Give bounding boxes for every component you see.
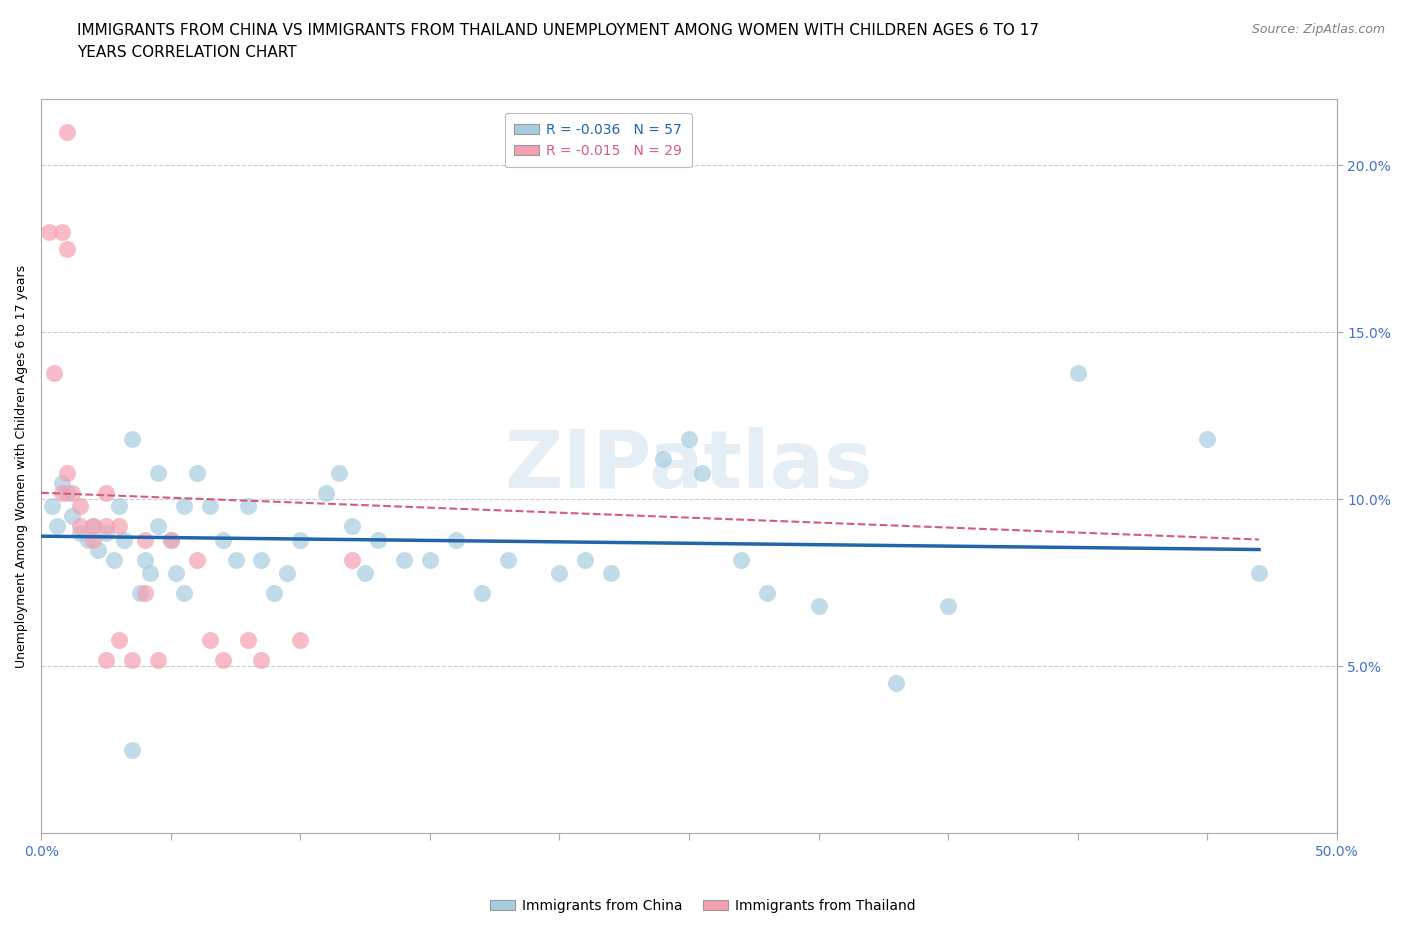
Point (1066, 365, 1088, 380)
Point (211, 532, 233, 547)
Point (103, 552, 125, 567)
Point (690, 465, 713, 480)
Point (139, 565, 162, 580)
Point (290, 632, 312, 647)
Point (108, 498, 131, 513)
Point (69, 498, 91, 513)
Text: Source: ZipAtlas.com: Source: ZipAtlas.com (1251, 23, 1385, 36)
Point (340, 552, 363, 567)
Point (315, 485, 337, 500)
Point (238, 498, 260, 513)
Point (121, 652, 143, 667)
Point (94, 525, 117, 540)
Point (45, 519, 67, 534)
Point (44, 365, 66, 380)
Point (159, 532, 181, 547)
Point (134, 552, 156, 567)
Point (121, 432, 143, 446)
Point (38, 225, 60, 240)
Point (548, 565, 571, 580)
Point (250, 552, 273, 567)
Point (146, 465, 169, 480)
Point (121, 742, 143, 757)
Point (496, 552, 519, 567)
Point (444, 532, 467, 547)
Point (51, 225, 73, 240)
Point (1197, 432, 1219, 446)
Point (238, 632, 260, 647)
Point (76, 532, 98, 547)
Point (471, 586, 494, 601)
Point (112, 532, 135, 547)
Point (198, 498, 221, 513)
Text: ZIPatlas: ZIPatlas (505, 427, 873, 505)
Point (574, 552, 596, 567)
Point (755, 586, 778, 601)
Point (1247, 565, 1270, 580)
Point (69, 519, 91, 534)
Point (159, 532, 181, 547)
Point (165, 565, 187, 580)
Point (186, 465, 208, 480)
Point (392, 552, 415, 567)
Point (600, 565, 623, 580)
Point (146, 519, 169, 534)
Legend: R = -0.036   N = 57, R = -0.015   N = 29: R = -0.036 N = 57, R = -0.015 N = 29 (505, 113, 692, 167)
Point (276, 565, 298, 580)
Point (60, 485, 83, 500)
Point (56, 242, 79, 257)
Point (87, 542, 110, 557)
Point (82, 532, 104, 547)
Point (225, 552, 247, 567)
Point (730, 552, 752, 567)
Point (340, 519, 363, 534)
Point (173, 498, 195, 513)
Point (108, 632, 131, 647)
Point (652, 452, 675, 467)
Point (41, 498, 63, 513)
Point (419, 552, 441, 567)
Point (51, 475, 73, 490)
Point (134, 586, 156, 601)
Point (51, 485, 73, 500)
Point (173, 586, 195, 601)
Point (69, 525, 91, 540)
Point (884, 676, 907, 691)
Point (60, 509, 83, 524)
Point (211, 652, 233, 667)
Point (56, 465, 79, 480)
Point (250, 652, 273, 667)
Point (198, 632, 221, 647)
Point (134, 532, 156, 547)
Point (328, 465, 350, 480)
Point (56, 125, 79, 140)
Point (146, 652, 169, 667)
Point (108, 519, 131, 534)
Point (678, 432, 700, 446)
Point (290, 532, 312, 547)
Point (94, 519, 117, 534)
Point (94, 485, 117, 500)
Y-axis label: Unemployment Among Women with Children Ages 6 to 17 years: Unemployment Among Women with Children A… (15, 264, 28, 668)
Point (94, 652, 117, 667)
Point (367, 532, 389, 547)
Point (807, 599, 830, 614)
Point (128, 586, 150, 601)
Legend: Immigrants from China, Immigrants from Thailand: Immigrants from China, Immigrants from T… (485, 894, 921, 919)
Point (82, 519, 104, 534)
Point (186, 552, 208, 567)
Point (354, 565, 377, 580)
Text: IMMIGRANTS FROM CHINA VS IMMIGRANTS FROM THAILAND UNEMPLOYMENT AMONG WOMEN WITH : IMMIGRANTS FROM CHINA VS IMMIGRANTS FROM… (77, 23, 1039, 38)
Point (56, 485, 79, 500)
Point (936, 599, 959, 614)
Text: YEARS CORRELATION CHART: YEARS CORRELATION CHART (77, 45, 297, 60)
Point (263, 586, 285, 601)
Point (82, 519, 104, 534)
